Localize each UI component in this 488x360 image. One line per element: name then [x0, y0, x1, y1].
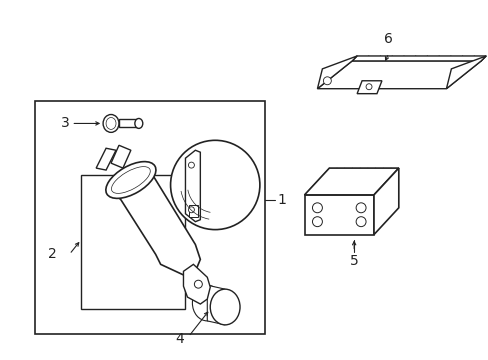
Bar [35, 100, 264, 334]
Polygon shape [183, 264, 210, 304]
Circle shape [323, 77, 331, 85]
Text: 2: 2 [47, 247, 56, 261]
Polygon shape [304, 195, 373, 235]
Ellipse shape [111, 167, 150, 193]
Circle shape [312, 203, 322, 213]
Ellipse shape [192, 285, 222, 321]
Polygon shape [207, 285, 224, 325]
Circle shape [355, 217, 366, 227]
Polygon shape [356, 81, 381, 94]
Text: 3: 3 [61, 116, 69, 130]
Polygon shape [304, 168, 398, 195]
Circle shape [355, 203, 366, 213]
Polygon shape [351, 56, 485, 61]
Text: 1: 1 [277, 193, 286, 207]
Text: 4: 4 [175, 332, 184, 346]
Bar [81, 175, 185, 309]
Ellipse shape [210, 289, 240, 325]
Circle shape [188, 207, 194, 213]
Bar [119, 120, 139, 127]
Circle shape [312, 217, 322, 227]
Polygon shape [185, 150, 200, 222]
Ellipse shape [106, 117, 116, 129]
Circle shape [194, 280, 202, 288]
Polygon shape [317, 56, 356, 89]
Circle shape [188, 162, 194, 168]
Bar [189, 205, 198, 217]
Ellipse shape [135, 118, 142, 129]
Text: 6: 6 [384, 32, 392, 46]
Polygon shape [111, 145, 131, 168]
Circle shape [366, 84, 371, 90]
Circle shape [170, 140, 259, 230]
Polygon shape [373, 168, 398, 235]
Polygon shape [446, 56, 485, 89]
Polygon shape [113, 175, 200, 277]
Polygon shape [317, 61, 480, 89]
Text: 5: 5 [349, 255, 358, 269]
Ellipse shape [105, 162, 156, 198]
Ellipse shape [103, 114, 119, 132]
Polygon shape [96, 148, 116, 170]
